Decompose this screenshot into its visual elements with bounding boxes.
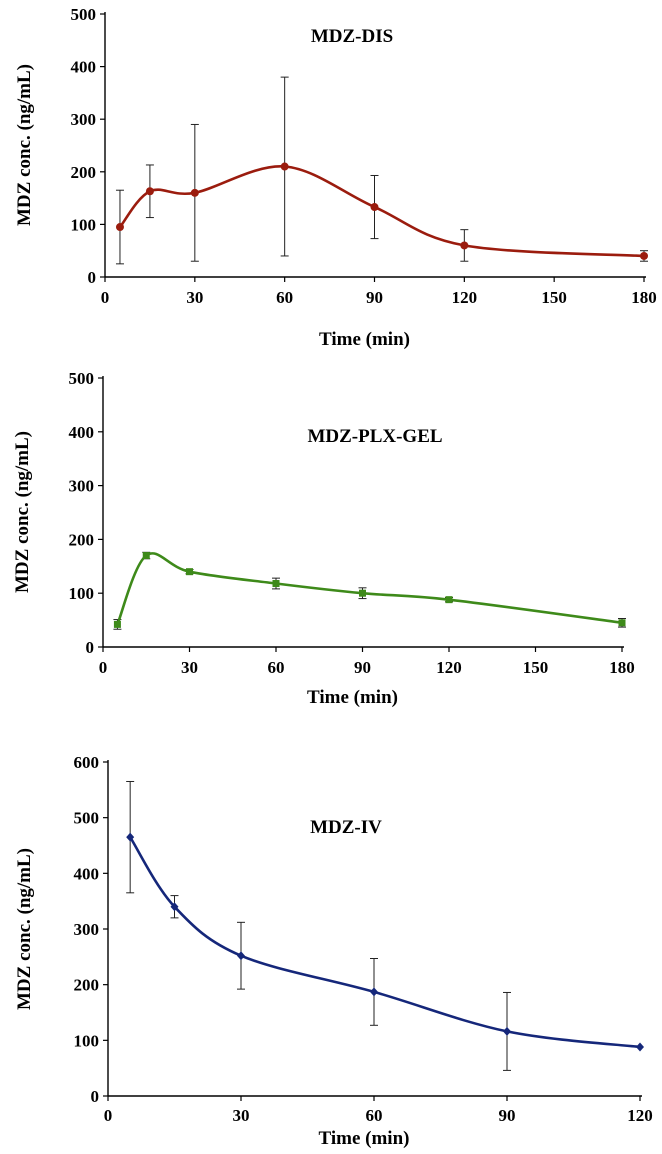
data-point — [237, 951, 245, 961]
y-tick-label: 500 — [74, 809, 100, 828]
data-point — [280, 162, 289, 171]
panel-mdz-iv: 0 100 200 300 400 500 600 0 30 60 90 120 Time (min) M… — [14, 753, 653, 1149]
data-point — [618, 619, 626, 627]
y-tick-label: 0 — [88, 268, 97, 287]
chart-title: MDZ-IV — [310, 817, 382, 838]
data-point — [272, 580, 280, 588]
y-tick-label: 100 — [74, 1031, 100, 1050]
data-point — [190, 188, 199, 197]
x-tick-label: 90 — [354, 658, 371, 677]
y-tick-label: 200 — [74, 976, 100, 995]
panel-mdz-plx-gel: 0 100 200 300 400 500 0 30 60 90 120 150 180 Time (mi… — [12, 369, 635, 708]
y-tick-label: 500 — [69, 369, 95, 388]
y-tick-label: 300 — [74, 920, 100, 939]
data-point — [503, 1026, 511, 1036]
y-axis-title: MDZ conc. (ng/mL) — [12, 431, 33, 593]
x-tick-label: 60 — [366, 1106, 383, 1125]
x-tick-label: 0 — [104, 1106, 113, 1125]
data-point — [115, 223, 124, 232]
chart-title: MDZ-DIS — [311, 26, 393, 47]
x-axis-title: Time (min) — [319, 1128, 410, 1149]
y-tick-label: 200 — [69, 530, 95, 549]
data-point — [370, 203, 379, 212]
data-point — [170, 902, 179, 912]
data-point — [636, 1042, 644, 1052]
data-point — [640, 251, 648, 260]
panel-mdz-dis: 0 100 200 300 400 500 0 30 60 90 120 150 180 Time (mi… — [14, 5, 657, 350]
data-point — [186, 568, 193, 576]
data-point — [460, 241, 469, 250]
data-point — [445, 596, 453, 604]
x-tick-label: 90 — [499, 1106, 516, 1125]
y-tick-label: 0 — [91, 1087, 100, 1106]
x-axis-title: Time (min) — [319, 329, 410, 350]
y-tick-label: 100 — [71, 215, 97, 234]
data-point — [370, 987, 378, 997]
y-tick-label: 400 — [74, 864, 100, 883]
x-tick-label: 150 — [523, 658, 549, 677]
y-tick-label: 400 — [71, 58, 97, 77]
chart-title: MDZ-PLX-GEL — [307, 426, 442, 447]
y-tick-label: 500 — [71, 5, 97, 24]
x-tick-label: 180 — [631, 288, 657, 307]
x-tick-label: 120 — [436, 658, 462, 677]
y-tick-label: 300 — [71, 110, 97, 129]
data-point — [126, 832, 135, 842]
series-line — [129, 836, 641, 1049]
y-tick-label: 200 — [71, 163, 97, 182]
x-tick-label: 180 — [609, 658, 635, 677]
x-tick-label: 150 — [541, 288, 567, 307]
y-tick-label: 0 — [86, 638, 95, 657]
y-tick-label: 400 — [69, 423, 95, 442]
data-point — [145, 187, 154, 196]
x-tick-label: 0 — [99, 658, 108, 677]
x-tick-label: 30 — [181, 658, 198, 677]
y-tick-label: 600 — [74, 753, 100, 772]
x-axis-title: Time (min) — [307, 687, 398, 708]
x-tick-label: 60 — [268, 658, 285, 677]
x-tick-label: 90 — [366, 288, 383, 307]
series-line — [116, 552, 623, 625]
data-point — [113, 620, 121, 628]
data-point — [359, 589, 366, 597]
x-tick-label: 0 — [101, 288, 110, 307]
y-axis-title: MDZ conc. (ng/mL) — [14, 848, 35, 1010]
x-tick-label: 120 — [627, 1106, 653, 1125]
x-tick-label: 30 — [186, 288, 203, 307]
data-point — [142, 552, 150, 560]
y-tick-label: 300 — [69, 477, 95, 496]
x-tick-label: 30 — [233, 1106, 250, 1125]
y-axis-title: MDZ conc. (ng/mL) — [14, 64, 35, 226]
y-tick-label: 100 — [69, 584, 95, 603]
x-tick-label: 60 — [276, 288, 293, 307]
x-tick-label: 120 — [452, 288, 478, 307]
series-line — [118, 165, 645, 258]
